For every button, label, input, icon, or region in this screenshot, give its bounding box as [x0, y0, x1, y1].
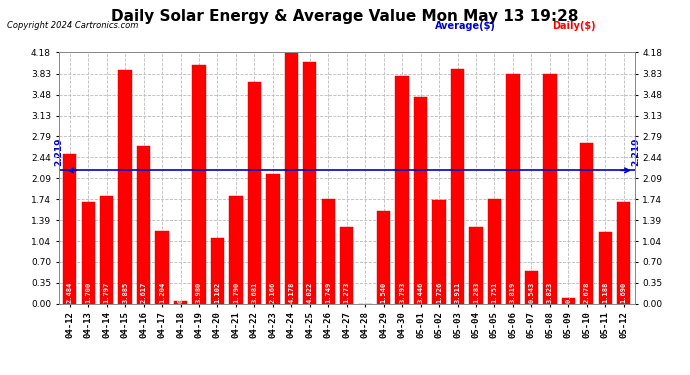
Text: 1.790: 1.790 [233, 282, 239, 303]
Text: Average($): Average($) [435, 21, 495, 31]
Bar [469, 226, 482, 304]
Bar [488, 198, 501, 304]
Bar [580, 143, 593, 304]
Bar [137, 147, 150, 304]
Bar [229, 196, 243, 304]
Text: 4.022: 4.022 [307, 282, 313, 303]
Bar [433, 200, 446, 304]
Bar [599, 232, 612, 304]
Text: 1.540: 1.540 [381, 282, 386, 303]
Bar [543, 74, 557, 304]
Text: Daily($): Daily($) [552, 21, 595, 31]
Text: 1.726: 1.726 [436, 282, 442, 303]
Bar [285, 53, 298, 304]
Bar [266, 174, 279, 304]
Bar [211, 237, 224, 304]
Text: 3.793: 3.793 [399, 282, 405, 303]
Bar [248, 82, 261, 304]
Bar [451, 69, 464, 304]
Text: 4.178: 4.178 [288, 282, 295, 303]
Text: 1.700: 1.700 [85, 282, 91, 303]
Bar [414, 97, 427, 304]
Text: 0.543: 0.543 [529, 282, 534, 303]
Bar [340, 227, 353, 304]
Text: 3.885: 3.885 [122, 282, 128, 303]
Text: 2.678: 2.678 [584, 282, 590, 303]
Bar [193, 64, 206, 304]
Text: 1.102: 1.102 [215, 282, 221, 303]
Text: 3.681: 3.681 [251, 282, 257, 303]
Text: 1.749: 1.749 [325, 282, 331, 303]
Text: 1.283: 1.283 [473, 282, 479, 303]
Bar [174, 301, 187, 304]
Text: 0.101: 0.101 [565, 282, 571, 303]
Bar [303, 62, 317, 304]
Text: 3.819: 3.819 [510, 282, 516, 303]
Bar [63, 154, 77, 304]
Text: Copyright 2024 Cartronics.com: Copyright 2024 Cartronics.com [7, 21, 138, 30]
Bar [81, 202, 95, 304]
Text: 3.980: 3.980 [196, 282, 202, 303]
Text: 3.911: 3.911 [455, 282, 460, 303]
Text: 2.617: 2.617 [141, 282, 146, 303]
Bar [562, 298, 575, 304]
Text: Daily Solar Energy & Average Value Mon May 13 19:28: Daily Solar Energy & Average Value Mon M… [111, 9, 579, 24]
Text: 3.446: 3.446 [417, 282, 424, 303]
Text: 1.204: 1.204 [159, 282, 165, 303]
Text: 3.823: 3.823 [547, 282, 553, 303]
Bar [395, 76, 408, 304]
Text: 2.219: 2.219 [631, 137, 640, 165]
Bar [322, 199, 335, 304]
Text: 2.166: 2.166 [270, 282, 276, 303]
Text: 2.219: 2.219 [54, 137, 63, 165]
Text: 2.484: 2.484 [67, 282, 72, 303]
Bar [524, 271, 538, 304]
Text: 1.797: 1.797 [104, 282, 110, 303]
Text: 0.000: 0.000 [362, 282, 368, 303]
Text: 1.690: 1.690 [621, 282, 627, 303]
Bar [100, 196, 113, 304]
Bar [155, 231, 169, 304]
Bar [377, 211, 391, 304]
Text: 1.751: 1.751 [491, 282, 497, 303]
Bar [119, 70, 132, 304]
Text: 1.273: 1.273 [344, 282, 350, 303]
Bar [617, 202, 631, 304]
Bar [506, 74, 520, 304]
Text: 1.188: 1.188 [602, 282, 609, 303]
Text: 0.046: 0.046 [177, 282, 184, 303]
